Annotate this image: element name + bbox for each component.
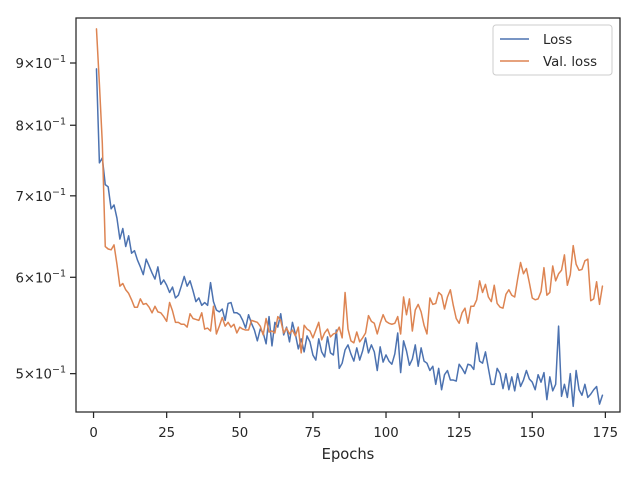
x-tick-label: 125 — [446, 426, 471, 441]
y-tick-label: 9×10−1 — [15, 54, 66, 72]
series-layer — [95, 28, 604, 408]
x-axis-ticks: 0 25 50 75 100 125 150 175 — [89, 412, 618, 441]
y-tick-label: 7×10−1 — [15, 187, 66, 205]
x-tick-label: 25 — [158, 426, 175, 441]
series-line-loss — [95, 68, 604, 408]
legend-label-loss: Loss — [543, 33, 572, 48]
y-axis-ticks: 5×10−1 6×10−1 7×10−1 8×10−1 9×10−1 — [15, 54, 76, 383]
x-tick-label: 75 — [304, 426, 321, 441]
x-tick-label: 100 — [373, 426, 398, 441]
x-axis-label: Epochs — [322, 446, 375, 463]
y-tick-label: 5×10−1 — [15, 365, 66, 383]
legend-box — [492, 24, 613, 76]
plot-area — [76, 18, 620, 412]
legend: Loss Val. loss — [492, 24, 613, 76]
x-tick-label: 0 — [89, 426, 97, 441]
x-tick-label: 175 — [593, 426, 618, 441]
plot-frame — [75, 17, 621, 413]
y-tick-label: 6×10−1 — [15, 268, 66, 286]
y-tick-label: 8×10−1 — [15, 116, 66, 134]
x-tick-label: 50 — [231, 426, 248, 441]
series-line-val-loss — [95, 28, 604, 354]
legend-label-val-loss: Val. loss — [543, 55, 597, 70]
x-tick-label: 150 — [520, 426, 545, 441]
